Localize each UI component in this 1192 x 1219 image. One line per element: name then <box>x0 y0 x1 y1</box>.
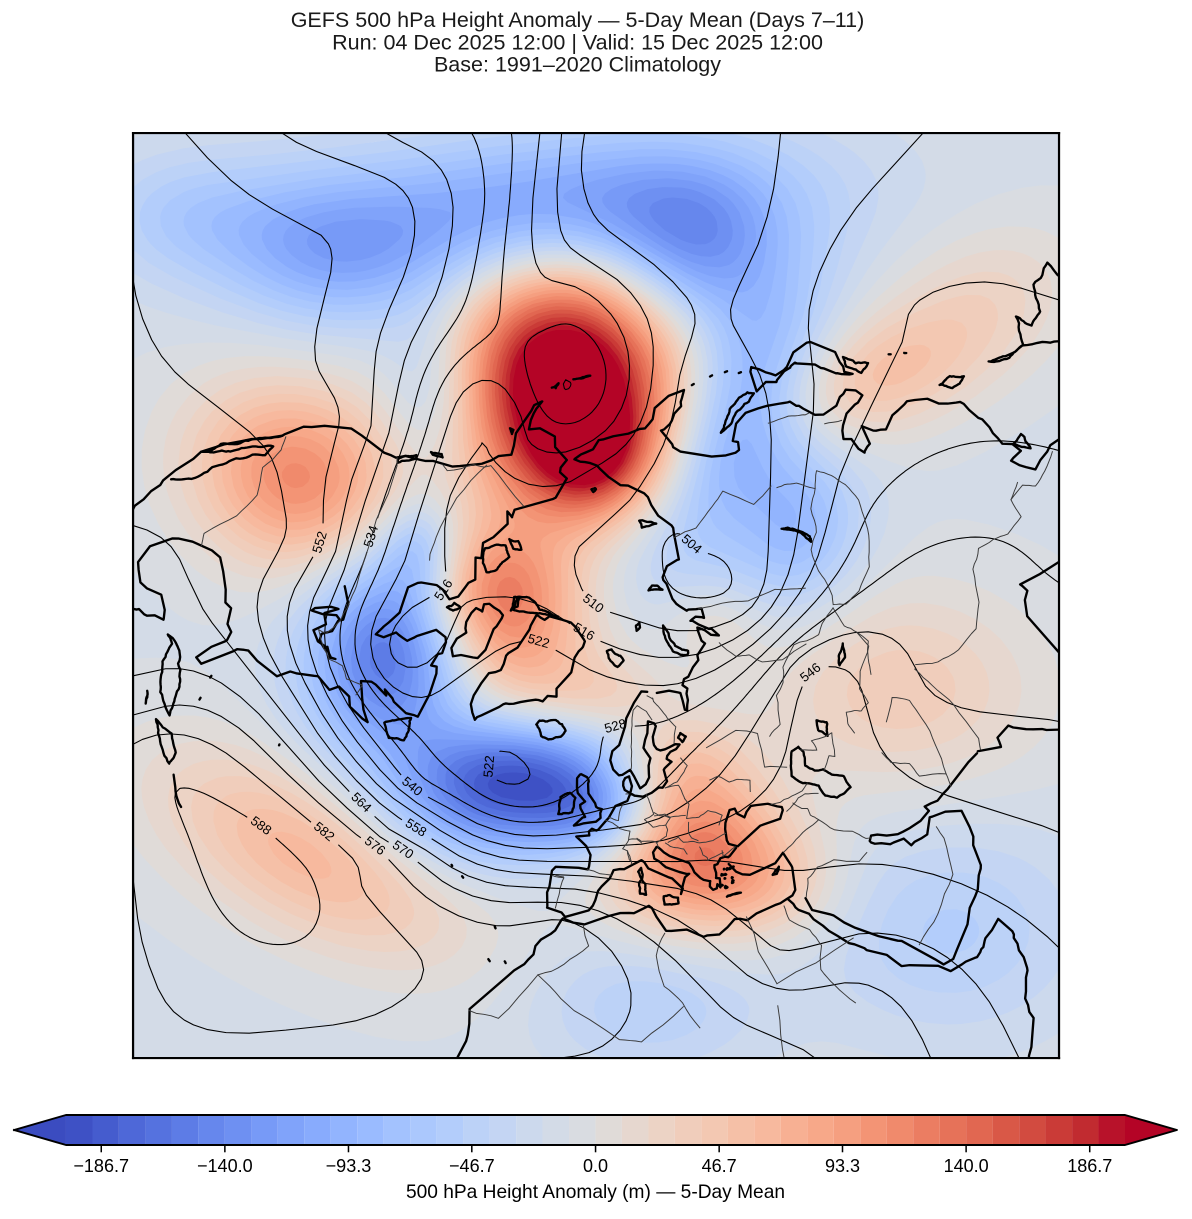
svg-text:500 hPa Height Anomaly (m) — 5: 500 hPa Height Anomaly (m) — 5-Day Mean <box>406 1182 785 1203</box>
svg-text:GEFS 500 hPa Height Anomaly —: GEFS 500 hPa Height Anomaly — 5-Day Mean… <box>291 8 865 32</box>
svg-text:93.3: 93.3 <box>825 1156 860 1176</box>
svg-text:534: 534 <box>360 524 381 549</box>
svg-text:46.7: 46.7 <box>702 1156 737 1176</box>
svg-text:−186.7: −186.7 <box>73 1156 129 1176</box>
svg-text:528: 528 <box>603 716 628 736</box>
svg-text:186.7: 186.7 <box>1067 1156 1112 1176</box>
svg-text:0.0: 0.0 <box>583 1156 608 1176</box>
svg-text:140.0: 140.0 <box>944 1156 989 1176</box>
svg-text:552: 552 <box>309 530 330 555</box>
svg-text:−93.3: −93.3 <box>326 1156 372 1176</box>
svg-text:−46.7: −46.7 <box>449 1156 495 1176</box>
svg-text:Run: 04 Dec 2025 12:00 | Valid: Run: 04 Dec 2025 12:00 | Valid: 15 Dec 2… <box>332 30 823 54</box>
svg-text:522: 522 <box>480 755 497 778</box>
svg-text:Base: 1991–2020 Climatology: Base: 1991–2020 Climatology <box>434 53 721 77</box>
svg-text:522: 522 <box>526 631 551 651</box>
svg-text:−140.0: −140.0 <box>197 1156 253 1176</box>
